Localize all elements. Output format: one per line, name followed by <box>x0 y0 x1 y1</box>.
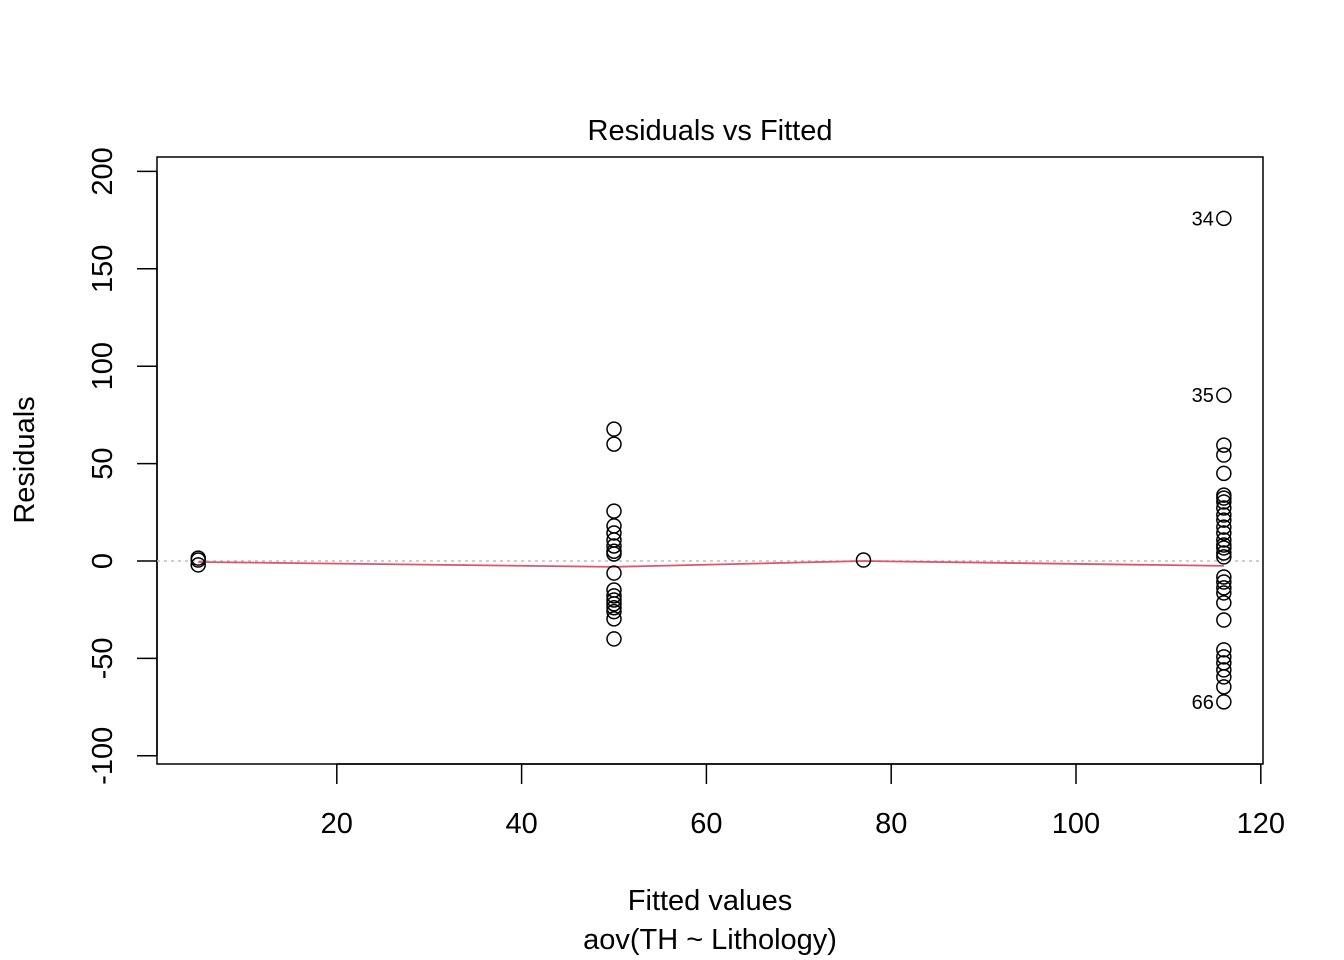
x-tick-label: 80 <box>875 808 907 840</box>
data-point <box>1216 642 1232 658</box>
data-point <box>1216 549 1232 565</box>
y-tick-label: 150 <box>87 245 119 293</box>
data-point <box>1216 210 1232 227</box>
data-point <box>606 600 622 616</box>
data-point <box>606 592 622 608</box>
data-point <box>1216 669 1232 685</box>
data-point <box>606 565 622 581</box>
x-axis-label: Fitted values <box>628 885 792 917</box>
x-tick-label: 40 <box>505 808 537 840</box>
smoother-line <box>198 560 1224 568</box>
y-tick-label: 100 <box>87 342 119 390</box>
data-point <box>1216 574 1232 590</box>
y-tick-label: 50 <box>87 447 119 479</box>
x-tick-label: 60 <box>690 808 722 840</box>
point-label: 34 <box>1192 208 1214 230</box>
data-point <box>1216 490 1232 506</box>
data-point <box>1216 585 1232 601</box>
data-point <box>1216 512 1232 528</box>
data-point <box>606 503 622 519</box>
x-axis-subtitle: aov(TH ~ Lithology) <box>583 924 837 956</box>
data-point <box>606 603 622 620</box>
point-label: 35 <box>1192 385 1214 407</box>
x-tick-label: 20 <box>321 808 353 840</box>
data-point <box>606 421 622 437</box>
data-point <box>1216 694 1232 710</box>
plot-frame <box>156 156 1264 765</box>
data-point <box>606 596 622 612</box>
data-point <box>1216 525 1232 541</box>
data-point <box>190 552 206 568</box>
data-point <box>1216 500 1232 516</box>
y-tick-label: 0 <box>87 553 119 569</box>
data-point <box>1216 545 1232 561</box>
data-point <box>606 611 622 627</box>
data-point <box>1216 612 1232 628</box>
data-point <box>1216 662 1232 678</box>
data-point <box>606 538 622 554</box>
x-axis: 20 40 60 80 100 120 <box>321 763 1285 840</box>
y-axis: -100 -50 0 50 100 150 200 <box>87 147 158 785</box>
chart-title: Residuals vs Fitted <box>588 115 833 147</box>
data-point <box>606 436 622 452</box>
y-tick-label: -50 <box>87 637 119 679</box>
data-point <box>606 546 622 562</box>
data-point <box>1216 540 1232 556</box>
x-tick-label: 100 <box>1052 808 1100 840</box>
data-point <box>1216 494 1232 510</box>
points: 34 35 66 <box>190 208 1232 714</box>
y-axis-label: Residuals <box>9 396 41 523</box>
data-point <box>606 525 622 541</box>
data-point <box>1216 447 1232 463</box>
data-point <box>606 588 622 604</box>
data-point <box>1216 507 1232 523</box>
y-tick-label: -100 <box>87 727 119 785</box>
data-point <box>1216 649 1232 665</box>
data-point <box>1216 679 1232 695</box>
data-point <box>1216 519 1232 535</box>
data-point <box>190 557 206 573</box>
data-point <box>606 631 622 647</box>
data-point <box>1216 465 1232 482</box>
data-point <box>1216 387 1232 403</box>
x-tick-label: 120 <box>1237 808 1285 840</box>
point-label: 66 <box>1192 692 1214 714</box>
y-tick-label: 200 <box>87 147 119 195</box>
data-point <box>855 552 872 568</box>
data-point <box>1216 437 1232 453</box>
data-point <box>1216 532 1232 548</box>
data-point <box>1216 595 1232 611</box>
data-point <box>1216 580 1232 596</box>
data-point <box>1216 569 1232 585</box>
